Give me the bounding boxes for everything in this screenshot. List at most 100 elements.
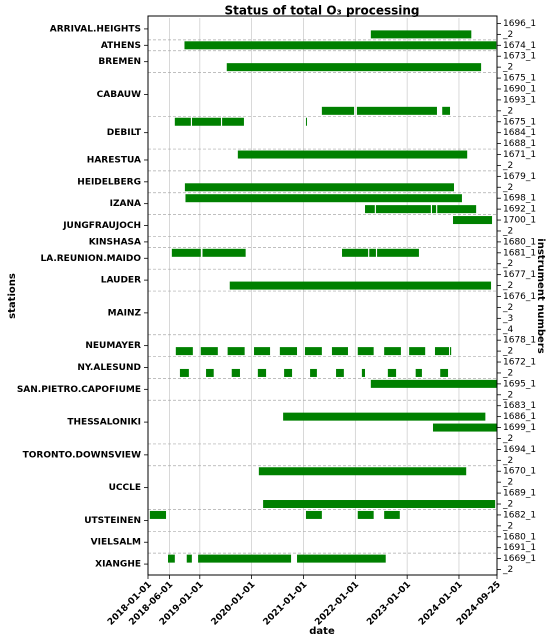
bar-segment: [184, 183, 454, 192]
x-tick-label: 2023-01-01: [365, 580, 413, 628]
plot-frame: [147, 15, 498, 576]
station-label: HARESTUA: [87, 155, 141, 165]
station-label: DEBILT: [107, 128, 142, 138]
bar-segment: [305, 117, 307, 126]
instrument-label: _2: [502, 347, 513, 357]
bar-segment: [453, 216, 493, 225]
instrument-label: 1700_1: [503, 216, 536, 226]
station-label: TORONTO.DOWNSVIEW: [23, 450, 141, 460]
instrument-label: 1689_1: [503, 489, 536, 499]
bar-segment: [229, 281, 492, 290]
bar-segment: [279, 347, 298, 356]
instrument-label: _2: [502, 106, 513, 116]
instrument-label: 1670_1: [503, 467, 536, 477]
bar-segment: [357, 510, 374, 519]
instrument-label: 1681_1: [503, 248, 536, 258]
bar-segment: [361, 368, 366, 377]
bar-segment: [365, 205, 375, 214]
instrument-label: _2: [502, 456, 513, 466]
instrument-label: 1669_1: [503, 554, 536, 564]
x-tick-label: 2022-01-01: [313, 580, 361, 628]
instrument-label: 1691_1: [503, 543, 536, 553]
instrument-label: 1692_1: [503, 205, 536, 215]
bar-segment: [331, 347, 348, 356]
station-label: NEUMAYER: [85, 341, 141, 351]
bar-segment: [200, 347, 218, 356]
station-label: IZANA: [110, 199, 141, 209]
instrument-label: 1690_1: [503, 84, 536, 94]
bar-segment: [198, 554, 292, 563]
bar-segment: [168, 554, 175, 563]
instrument-label: 1672_1: [503, 358, 536, 368]
bar-segment: [297, 554, 386, 563]
instrument-label: 1694_1: [503, 445, 536, 455]
station-label: UTSTEINEN: [84, 516, 141, 526]
instrument-label: 1693_1: [503, 95, 536, 105]
bar-segment: [434, 347, 450, 356]
instrument-label: 1684_1: [503, 128, 536, 138]
station-label: ARRIVAL.HEIGHTS: [50, 24, 141, 34]
bar-segment: [432, 423, 497, 432]
bar-segment: [258, 467, 467, 476]
station-label: KINSHASA: [89, 237, 141, 247]
station-label: JUNGFRAUJOCH: [62, 221, 141, 231]
bar-segment: [185, 194, 462, 203]
station-label: THESSALONIKI: [67, 418, 141, 428]
instrument-label: _2: [502, 161, 513, 171]
bar-segment: [336, 368, 344, 377]
instrument-label: _2: [502, 521, 513, 531]
instrument-label: 1675_1: [503, 74, 536, 84]
station-label: LAUDER: [101, 276, 141, 286]
bar-segment: [356, 106, 437, 115]
instrument-label: 1680_1: [503, 237, 536, 247]
bar-segment: [305, 510, 322, 519]
bar-segment: [174, 117, 191, 126]
station-label: HEIDELBERG: [77, 177, 141, 187]
bar-segment: [409, 347, 426, 356]
bar-segment: [186, 554, 192, 563]
bar-segment: [284, 368, 293, 377]
bar-segment: [206, 368, 214, 377]
bar-segment: [357, 347, 374, 356]
bar-segment: [237, 150, 468, 159]
bar-segment: [342, 248, 369, 257]
instrument-label: _2: [502, 434, 513, 444]
bar-segment: [377, 248, 419, 257]
instrument-label: _3: [502, 314, 513, 324]
bar-segment: [442, 106, 451, 115]
instrument-label: 1678_1: [503, 336, 536, 346]
instrument-label: _2: [502, 183, 513, 193]
bar-segment: [369, 248, 376, 257]
instrument-label: _2: [502, 500, 513, 510]
bar-segment: [191, 117, 221, 126]
instrument-label: 1688_1: [503, 139, 536, 149]
x-tick-label: 2020-01-01: [210, 580, 258, 628]
bar-segment: [370, 379, 497, 388]
instrument-label: _2: [502, 226, 513, 236]
chart-title: Status of total O₃ processing: [225, 4, 420, 18]
instrument-label: 1673_1: [503, 52, 536, 62]
bar-segment: [184, 41, 497, 50]
station-label: LA.REUNION.MAIDO: [40, 254, 141, 264]
bar-segment: [202, 248, 246, 257]
bar-segment: [440, 368, 449, 377]
x-axis-label: date: [309, 626, 335, 637]
instrument-label: _2: [502, 63, 513, 73]
bar-segment: [415, 368, 422, 377]
bar-segment: [175, 347, 193, 356]
bar-segment: [321, 106, 355, 115]
bar-segment: [384, 510, 400, 519]
instrument-label: _2: [502, 281, 513, 291]
bar-segment: [257, 368, 267, 377]
bar-segment: [179, 368, 189, 377]
x-tick-label: 2021-01-01: [262, 580, 310, 628]
bar-segment: [254, 347, 271, 356]
station-label: MAINZ: [108, 308, 142, 318]
bar-segment: [304, 347, 322, 356]
station-label: SAN.PIETRO.CAPOFIUME: [17, 385, 141, 395]
bar-segment: [263, 500, 496, 509]
bar-segment: [171, 248, 201, 257]
bar-segment: [437, 205, 477, 214]
